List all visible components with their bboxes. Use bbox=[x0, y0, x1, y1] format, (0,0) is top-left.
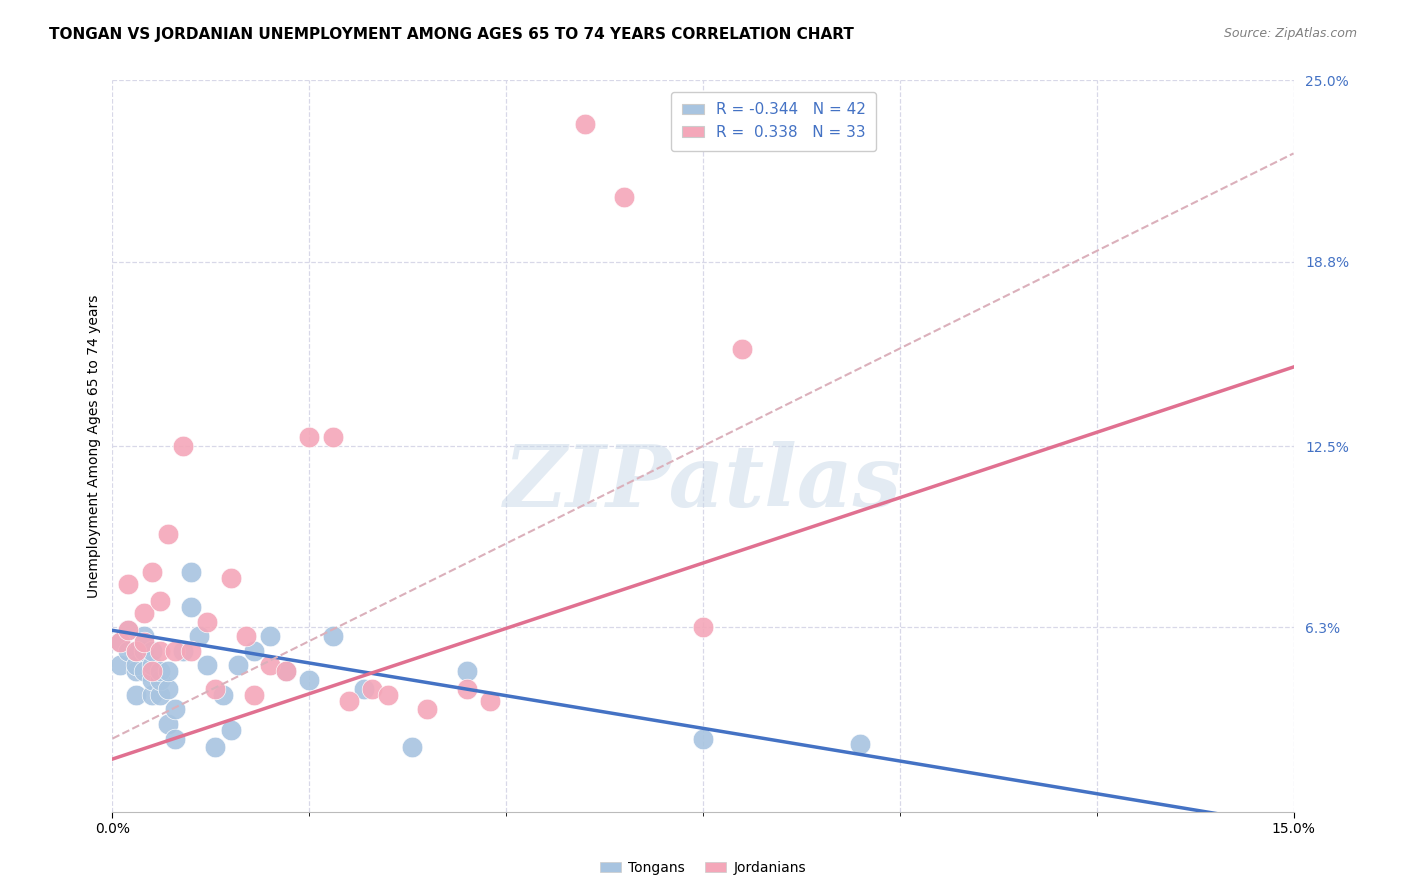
Point bbox=[259, 658, 281, 673]
Point bbox=[692, 731, 714, 746]
Point bbox=[377, 688, 399, 702]
Text: Source: ZipAtlas.com: Source: ZipAtlas.com bbox=[1223, 27, 1357, 40]
Point bbox=[125, 644, 148, 658]
Point bbox=[141, 644, 163, 658]
Point bbox=[337, 693, 360, 707]
Point bbox=[117, 644, 139, 658]
Point bbox=[195, 615, 218, 629]
Point bbox=[401, 740, 423, 755]
Point bbox=[235, 629, 257, 643]
Point bbox=[141, 673, 163, 687]
Point bbox=[117, 624, 139, 638]
Point bbox=[125, 658, 148, 673]
Point bbox=[274, 665, 297, 679]
Point bbox=[731, 343, 754, 357]
Point bbox=[188, 629, 211, 643]
Point bbox=[117, 576, 139, 591]
Point bbox=[219, 723, 242, 737]
Point bbox=[180, 644, 202, 658]
Point bbox=[180, 599, 202, 614]
Point bbox=[353, 681, 375, 696]
Legend: Tongans, Jordanians: Tongans, Jordanians bbox=[595, 855, 811, 880]
Text: TONGAN VS JORDANIAN UNEMPLOYMENT AMONG AGES 65 TO 74 YEARS CORRELATION CHART: TONGAN VS JORDANIAN UNEMPLOYMENT AMONG A… bbox=[49, 27, 853, 42]
Text: ZIPatlas: ZIPatlas bbox=[503, 441, 903, 524]
Point bbox=[156, 665, 179, 679]
Point bbox=[274, 665, 297, 679]
Point bbox=[117, 624, 139, 638]
Point bbox=[211, 688, 233, 702]
Y-axis label: Unemployment Among Ages 65 to 74 years: Unemployment Among Ages 65 to 74 years bbox=[87, 294, 101, 598]
Point bbox=[132, 629, 155, 643]
Point bbox=[125, 644, 148, 658]
Point bbox=[228, 658, 250, 673]
Point bbox=[149, 665, 172, 679]
Point bbox=[141, 565, 163, 579]
Point bbox=[132, 644, 155, 658]
Point bbox=[298, 673, 321, 687]
Point bbox=[574, 117, 596, 131]
Point bbox=[219, 571, 242, 585]
Point bbox=[165, 731, 187, 746]
Point bbox=[156, 717, 179, 731]
Point bbox=[149, 688, 172, 702]
Point bbox=[204, 681, 226, 696]
Point bbox=[849, 738, 872, 752]
Point bbox=[149, 594, 172, 608]
Point bbox=[322, 629, 344, 643]
Point bbox=[132, 635, 155, 649]
Point bbox=[456, 681, 478, 696]
Point bbox=[243, 644, 266, 658]
Point bbox=[149, 673, 172, 687]
Point bbox=[204, 740, 226, 755]
Point bbox=[165, 644, 187, 658]
Point bbox=[156, 526, 179, 541]
Point bbox=[180, 565, 202, 579]
Point bbox=[456, 665, 478, 679]
Point bbox=[172, 439, 194, 453]
Point bbox=[141, 658, 163, 673]
Point bbox=[125, 688, 148, 702]
Point bbox=[416, 702, 439, 716]
Point bbox=[110, 635, 132, 649]
Point bbox=[132, 665, 155, 679]
Point bbox=[165, 702, 187, 716]
Legend: R = -0.344   N = 42, R =  0.338   N = 33: R = -0.344 N = 42, R = 0.338 N = 33 bbox=[672, 92, 876, 151]
Point bbox=[149, 644, 172, 658]
Point bbox=[132, 606, 155, 620]
Point bbox=[259, 629, 281, 643]
Point bbox=[141, 688, 163, 702]
Point bbox=[243, 688, 266, 702]
Point bbox=[479, 693, 502, 707]
Point bbox=[110, 658, 132, 673]
Point bbox=[613, 190, 636, 204]
Point bbox=[110, 635, 132, 649]
Point bbox=[141, 665, 163, 679]
Point bbox=[125, 665, 148, 679]
Point bbox=[322, 430, 344, 444]
Point bbox=[298, 430, 321, 444]
Point bbox=[361, 681, 384, 696]
Point bbox=[692, 620, 714, 634]
Point bbox=[172, 644, 194, 658]
Point bbox=[156, 681, 179, 696]
Point bbox=[195, 658, 218, 673]
